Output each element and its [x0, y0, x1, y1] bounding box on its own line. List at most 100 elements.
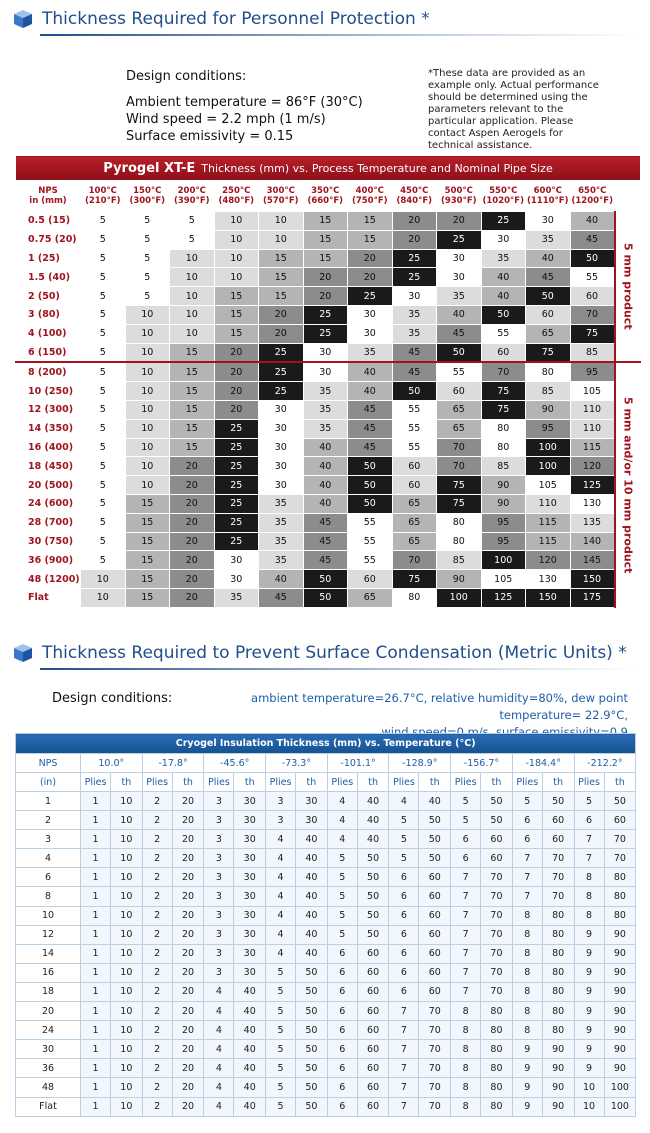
cell: 35: [302, 418, 348, 439]
cell: 50: [347, 475, 393, 495]
cube-icon: [14, 10, 32, 28]
thickness: 80: [541, 962, 575, 983]
cell: 80: [480, 418, 526, 439]
thickness: 50: [418, 848, 452, 869]
cell: 40: [302, 493, 348, 514]
temp-line: 350°C: [311, 186, 340, 196]
cell: 45: [347, 437, 393, 458]
thickness: 70: [541, 848, 575, 869]
plies: 2: [141, 790, 173, 812]
thickness: 20: [171, 981, 205, 1003]
cell: 10: [80, 569, 126, 589]
plies: 5: [265, 981, 297, 1003]
cell: 60: [347, 569, 393, 589]
thickness: 80: [541, 924, 575, 945]
cell: 30: [347, 304, 393, 325]
temp-line: (1020°F): [482, 196, 524, 206]
cell: 80: [436, 512, 482, 533]
thickness: 40: [295, 886, 328, 907]
plies: 8: [511, 905, 543, 926]
thickness: 80: [603, 867, 637, 888]
cell: 25: [213, 512, 259, 533]
cell: 30: [347, 323, 393, 344]
data-row: 6 1 10 2 20 3 30 4 40 5 50 6 60 7 70 7 70 8 80: [15, 867, 637, 888]
section-title: Thickness Required for Personnel Protect…: [42, 9, 430, 29]
thickness: 50: [356, 886, 390, 907]
thickness: 60: [603, 810, 637, 831]
thickness: 10: [110, 943, 143, 964]
cell: 15: [124, 587, 170, 608]
plies: 6: [388, 886, 420, 907]
plies: 9: [511, 1039, 543, 1060]
sub-row: (in) Plies th Plies th Plies th Plies th Plies th P…: [15, 772, 637, 792]
plies: 4: [326, 790, 358, 812]
data-row: 30 1 10 2 20 4 40 5 50 6 60 7 70 8 80 9 90 9 90: [15, 1039, 637, 1060]
thickness: 70: [541, 867, 575, 888]
plies: 4: [326, 810, 358, 831]
cell: 5: [80, 304, 126, 325]
plies: 2: [141, 962, 173, 983]
thickness: 60: [356, 1039, 390, 1060]
cell: 5: [80, 493, 126, 514]
thickness: 60: [356, 1058, 390, 1079]
thickness: 20: [171, 905, 205, 926]
plies: 4: [388, 790, 420, 812]
thickness: 70: [480, 962, 513, 983]
cell: 90: [480, 493, 526, 514]
data-row: 30 (750) 5 15 20 25 35 45 55 65 80 95 115 140: [15, 531, 641, 552]
cell: 115: [525, 512, 571, 533]
cell: 10: [124, 304, 170, 325]
thickness: 20: [171, 886, 205, 907]
thickness: 10: [110, 1020, 143, 1041]
cell: 35: [525, 229, 571, 250]
cell: 105: [525, 475, 571, 495]
thickness: 30: [233, 848, 267, 869]
sub-header: th: [356, 772, 390, 792]
plies: 6: [326, 1039, 358, 1060]
cell: 20: [169, 475, 215, 495]
cell: 150: [525, 587, 571, 608]
plies: 6: [326, 962, 358, 983]
thickness: 90: [603, 1001, 637, 1022]
cell: 110: [525, 493, 571, 514]
plies: 7: [388, 1058, 420, 1079]
plies: 7: [511, 867, 543, 888]
cell: 5: [80, 399, 126, 420]
cell: 40: [302, 437, 348, 458]
plies: 2: [141, 1039, 173, 1060]
plies: 7: [388, 1077, 420, 1098]
nps-header: (in): [15, 772, 81, 792]
temp-header: -156.7°: [450, 753, 513, 773]
cell: 115: [569, 437, 615, 458]
plies: 7: [388, 1039, 420, 1060]
plies: 1: [80, 905, 111, 926]
cell: 15: [213, 323, 259, 344]
cell: 105: [569, 381, 615, 401]
plies: 8: [511, 962, 543, 983]
thickness: 20: [171, 962, 205, 983]
plies: 1: [80, 924, 111, 945]
cell: 10: [258, 211, 304, 231]
thickness: 60: [356, 1096, 390, 1117]
temp-line: 150°C: [133, 186, 162, 196]
temp-line: 500°C: [444, 186, 473, 196]
nps-header-line: in (mm): [29, 196, 67, 206]
thickness: 10: [110, 810, 143, 831]
temp-line: (390°F): [173, 196, 210, 206]
cell: 130: [525, 569, 571, 589]
cell: 15: [169, 437, 215, 458]
cell: 5: [124, 286, 170, 306]
plies: 2: [141, 829, 173, 850]
temp-line: 400°C: [355, 186, 384, 196]
plies: 9: [573, 924, 605, 945]
plies: 6: [450, 848, 482, 869]
thickness: 50: [603, 790, 637, 812]
plies: 3: [203, 943, 235, 964]
plies: 1: [80, 790, 111, 812]
nps: 3: [15, 829, 81, 850]
cell: 10: [213, 211, 259, 231]
cell: 20: [436, 211, 482, 231]
cell: 10: [169, 323, 215, 344]
cell: 5: [80, 531, 126, 552]
data-row: 8 (200) 5 10 15 20 25 30 40 45 55 70 80 95 5 mm and/o…: [15, 361, 642, 608]
